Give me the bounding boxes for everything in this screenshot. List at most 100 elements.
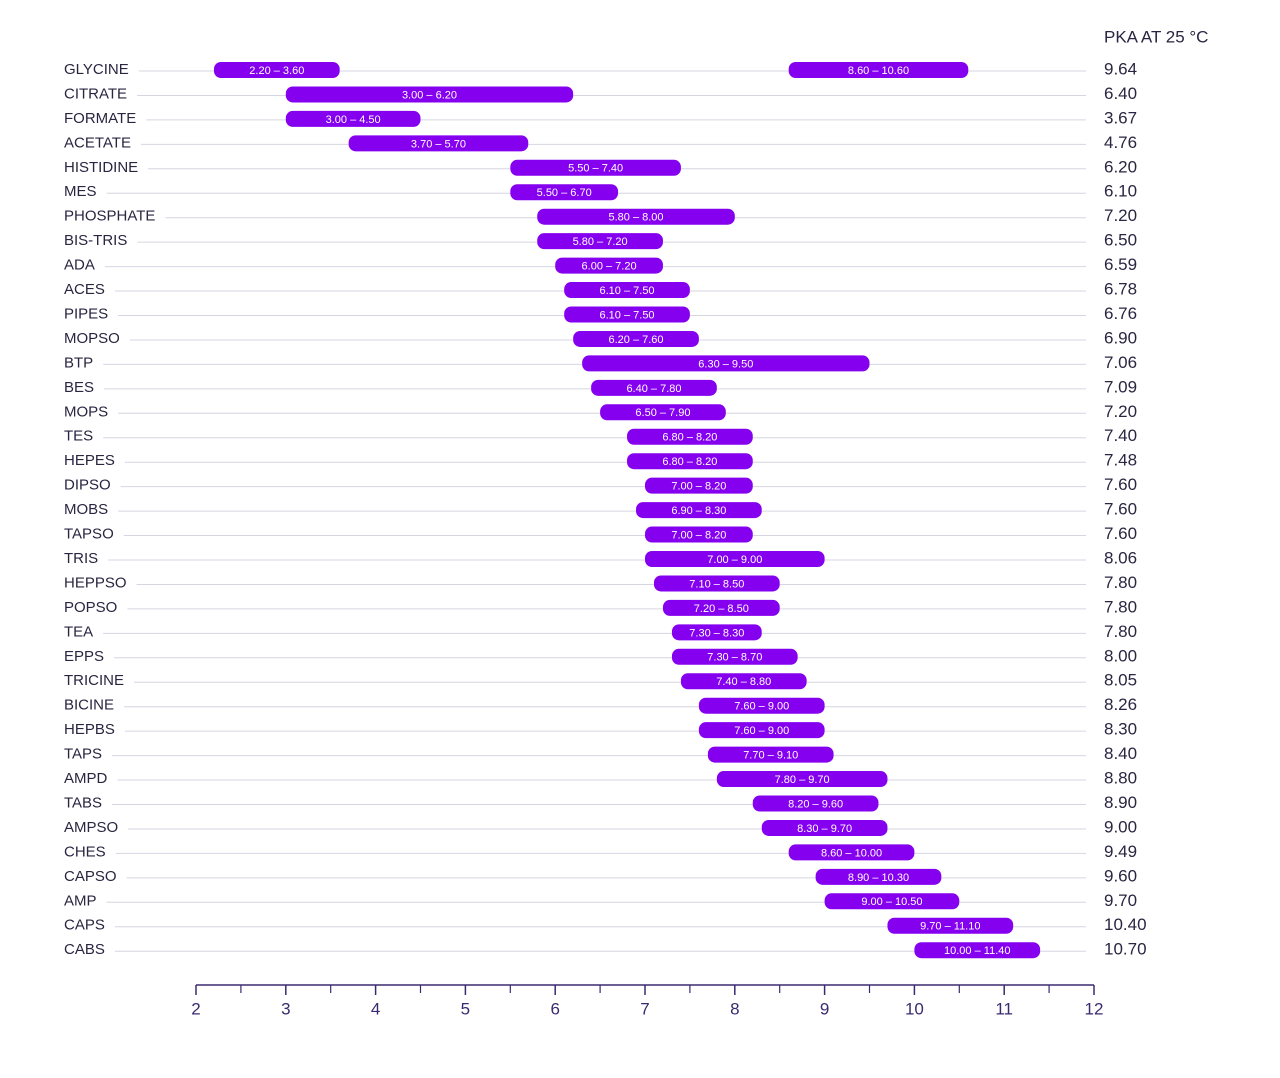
- range-bar: [555, 257, 663, 274]
- range-bar: [645, 526, 753, 543]
- range-bar: [537, 233, 663, 250]
- category-label: HISTIDINE: [64, 159, 138, 176]
- range-bar: [788, 844, 915, 861]
- range-bar: [348, 135, 529, 152]
- pka-value: 8.06: [1104, 548, 1137, 567]
- x-tick-label: 6: [550, 999, 559, 1018]
- range-label: 6.90 – 8.30: [671, 505, 726, 517]
- pka-value: 8.90: [1104, 793, 1137, 812]
- range-bar: [213, 62, 340, 78]
- category-label: TAPSO: [64, 526, 114, 543]
- range-label: 8.90 – 10.30: [848, 872, 909, 884]
- range-label: 7.10 – 8.50: [689, 578, 744, 590]
- range-bar: [573, 330, 699, 347]
- category-label: AMP: [64, 892, 97, 909]
- pka-value: 7.80: [1104, 622, 1137, 641]
- pka-value: 7.60: [1104, 524, 1137, 543]
- category-label: CHES: [64, 843, 106, 860]
- category-label: BES: [64, 379, 94, 396]
- range-label: 5.50 – 6.70: [537, 187, 592, 199]
- range-label: 7.60 – 9.00: [734, 725, 789, 737]
- category-label: TABS: [64, 794, 102, 811]
- range-label: 3.00 – 6.20: [402, 89, 457, 101]
- range-bar: [510, 184, 619, 201]
- pka-value: 10.40: [1104, 915, 1147, 934]
- pka-value: 7.20: [1104, 402, 1137, 421]
- x-tick-label: 10: [905, 999, 924, 1018]
- range-label: 6.10 – 7.50: [600, 309, 655, 321]
- range-label: 8.60 – 10.00: [821, 847, 882, 859]
- category-label: AMPSO: [64, 819, 118, 836]
- range-bar: [752, 795, 879, 812]
- range-label: 3.70 – 5.70: [411, 138, 466, 150]
- category-label: EPPS: [64, 648, 104, 665]
- x-tick-label: 7: [640, 999, 649, 1018]
- x-tick-label: 12: [1085, 999, 1104, 1018]
- pka-value: 8.05: [1104, 671, 1137, 690]
- category-label: ACES: [64, 281, 105, 298]
- pka-value: 7.48: [1104, 451, 1137, 470]
- range-label: 7.00 – 8.20: [671, 481, 726, 493]
- range-bar: [662, 599, 780, 616]
- category-label: ADA: [64, 257, 95, 274]
- category-label: TRICINE: [64, 672, 124, 689]
- category-label: MES: [64, 183, 97, 200]
- range-bar: [698, 697, 825, 714]
- range-label: 8.30 – 9.70: [797, 823, 852, 835]
- category-label: FORMATE: [64, 110, 136, 127]
- range-bar: [591, 379, 717, 396]
- pka-value: 6.40: [1104, 84, 1137, 103]
- pka-value: 8.30: [1104, 720, 1137, 739]
- x-tick-label: 5: [461, 999, 470, 1018]
- category-label: MOBS: [64, 501, 108, 518]
- category-label: PHOSPHATE: [64, 208, 155, 225]
- category-label: GLYCINE: [64, 61, 129, 78]
- range-bar: [707, 746, 834, 763]
- range-label: 6.30 – 9.50: [698, 358, 753, 370]
- category-label: TES: [64, 428, 93, 445]
- category-label: HEPPSO: [64, 574, 127, 591]
- pka-value: 7.60: [1104, 500, 1137, 519]
- pka-value: 7.80: [1104, 573, 1137, 592]
- pka-value: 6.59: [1104, 255, 1137, 274]
- range-label: 7.80 – 9.70: [775, 774, 830, 786]
- category-label: TRIS: [64, 550, 98, 567]
- category-label: PIPES: [64, 305, 108, 322]
- range-label: 6.80 – 8.20: [662, 456, 717, 468]
- pka-value: 9.64: [1104, 59, 1137, 78]
- range-bar: [285, 86, 574, 103]
- category-label: CAPS: [64, 917, 105, 934]
- pka-value: 6.76: [1104, 304, 1137, 323]
- range-label: 6.50 – 7.90: [635, 407, 690, 419]
- category-label: BICINE: [64, 697, 114, 714]
- pka-value: 6.10: [1104, 182, 1137, 201]
- x-tick-label: 2: [191, 999, 200, 1018]
- pka-value: 7.09: [1104, 377, 1137, 396]
- range-bar: [914, 942, 1041, 959]
- range-bar: [285, 110, 421, 127]
- range-bar: [582, 355, 870, 372]
- range-bar: [537, 208, 735, 225]
- x-tick-label: 4: [371, 999, 380, 1018]
- category-label: ACETATE: [64, 134, 131, 151]
- range-bar: [564, 306, 690, 323]
- range-bar: [761, 819, 888, 836]
- pka-value: 6.90: [1104, 328, 1137, 347]
- range-label: 7.60 – 9.00: [734, 701, 789, 713]
- range-label: 2.20 – 3.60: [249, 65, 304, 77]
- range-label: 7.30 – 8.30: [689, 627, 744, 639]
- range-bar: [680, 673, 807, 690]
- pka-value: 7.80: [1104, 597, 1137, 616]
- range-bar: [627, 428, 753, 445]
- range-label: 7.20 – 8.50: [694, 603, 749, 615]
- range-bar: [716, 771, 888, 788]
- range-bar: [671, 648, 798, 665]
- category-label: CITRATE: [64, 85, 127, 102]
- pka-value: 8.40: [1104, 744, 1137, 763]
- range-label: 7.40 – 8.80: [716, 676, 771, 688]
- range-bar: [653, 575, 780, 592]
- range-bar: [636, 502, 762, 519]
- range-bar: [645, 551, 825, 567]
- pka-value: 6.78: [1104, 280, 1137, 299]
